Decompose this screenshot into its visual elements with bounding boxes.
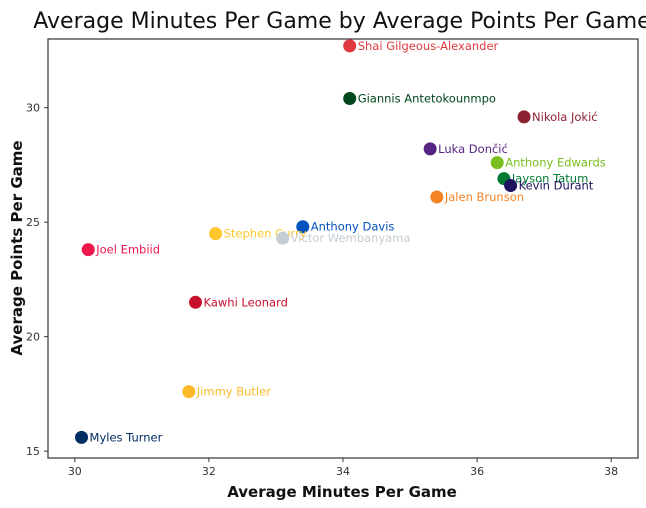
data-point-label: Anthony Davis — [311, 220, 395, 234]
data-point — [276, 231, 290, 245]
data-point — [81, 243, 95, 257]
data-point — [209, 227, 223, 241]
y-tick-label: 20 — [26, 331, 40, 344]
data-point — [423, 142, 437, 156]
y-tick-label: 25 — [26, 216, 40, 229]
data-point — [430, 190, 444, 204]
data-point-label: Jayson Tatum — [511, 172, 588, 186]
data-point — [490, 156, 504, 170]
data-point — [182, 385, 196, 399]
x-tick-label: 38 — [604, 465, 618, 478]
data-point-label: Jimmy Butler — [196, 385, 271, 399]
data-point — [517, 110, 531, 124]
data-point-label: Nikola Jokić — [532, 110, 598, 124]
data-point-label: Shai Gilgeous-Alexander — [358, 39, 499, 53]
chart-title: Average Minutes Per Game by Average Poin… — [33, 9, 646, 34]
data-point-label: Kawhi Leonard — [204, 295, 288, 309]
x-tick-label: 36 — [470, 465, 484, 478]
data-point — [343, 92, 357, 106]
data-point-label: Myles Turner — [90, 430, 163, 444]
y-tick-label: 15 — [26, 445, 40, 458]
data-point-label: Luka Dončić — [438, 142, 508, 156]
x-axis-label: Average Minutes Per Game — [227, 483, 457, 501]
x-tick-label: 32 — [202, 465, 216, 478]
x-tick-label: 30 — [68, 465, 82, 478]
data-point — [343, 39, 357, 53]
data-point-label: Joel Embiid — [95, 243, 160, 257]
data-point — [189, 295, 202, 309]
data-point-label: Victor Wembanyama — [291, 231, 411, 245]
data-point — [296, 220, 310, 234]
x-tick-label: 34 — [336, 465, 350, 478]
data-point-label: Giannis Antetokounmpo — [358, 92, 496, 106]
data-point — [75, 430, 89, 444]
data-point-label: Kevin Durant — [519, 179, 594, 193]
data-point-label: Jalen Brunson — [444, 190, 524, 204]
y-axis-label: Average Points Per Game — [8, 140, 26, 355]
data-points: Shai Gilgeous-Alexander Giannis Antetokou… — [75, 39, 606, 444]
y-tick-label: 30 — [26, 102, 40, 115]
data-point — [504, 179, 518, 193]
data-point-label: Anthony Edwards — [505, 156, 606, 170]
axis-ticks: 30 32 34 36 38 15 20 25 30 — [26, 102, 618, 478]
